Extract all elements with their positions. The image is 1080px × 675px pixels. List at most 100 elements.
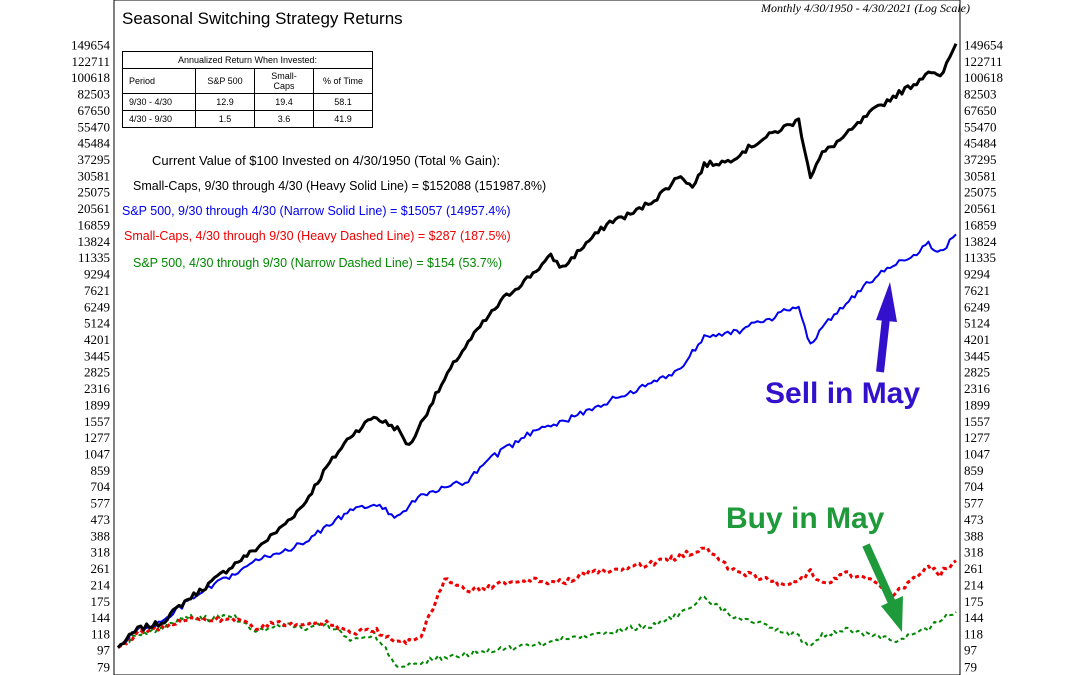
series-small-caps-summer-line (117, 546, 957, 649)
buy-arrow-shaft (862, 543, 897, 607)
y-tick-label-right: 1047 (964, 447, 991, 462)
y-tick-label-right: 4201 (964, 332, 990, 347)
y-tick-label-left: 1557 (84, 414, 111, 429)
y-tick-label-right: 175 (964, 594, 984, 609)
summary-heading: Current Value of $100 Invested on 4/30/1… (152, 153, 500, 168)
y-tick-label-right: 122711 (964, 54, 1003, 69)
y-tick-label-right: 79 (964, 660, 977, 675)
sell-in-may-annotation: Sell in May (765, 282, 920, 410)
y-tick-label-left: 82503 (78, 87, 111, 102)
chart-subtitle: Monthly 4/30/1950 - 4/30/2021 (Log Scale… (761, 1, 970, 15)
y-tick-label-right: 118 (964, 626, 983, 641)
y-tick-label-right: 577 (964, 496, 984, 511)
y-tick-label-right: 859 (964, 463, 984, 478)
series-sp500-winter-line (117, 233, 957, 649)
y-tick-label-left: 149654 (71, 38, 111, 53)
y-tick-label-left: 16859 (78, 217, 111, 232)
y-tick-label-left: 2825 (84, 365, 110, 380)
table-caption: Annualized Return When Invested: (122, 51, 373, 69)
y-tick-label-right: 3445 (964, 348, 990, 363)
sell-in-may-label: Sell in May (765, 377, 920, 410)
y-tick-label-left: 3445 (84, 348, 110, 363)
table-cell: 9/30 - 4/30 (122, 93, 196, 111)
table-row: 9/30 - 4/30 12.9 19.4 58.1 (122, 93, 373, 111)
y-tick-label-left: 30581 (78, 168, 111, 183)
buy-arrow-head (881, 596, 903, 632)
y-tick-label-right: 388 (964, 528, 984, 543)
y-tick-label-right: 1277 (964, 430, 991, 445)
y-tick-label-right: 2316 (964, 381, 991, 396)
y-tick-label-left: 7621 (84, 283, 110, 298)
y-tick-label-left: 2316 (84, 381, 111, 396)
table-cell: 4/30 - 9/30 (122, 110, 196, 128)
y-tick-label-right: 149654 (964, 38, 1004, 53)
table-header-small-caps: Small-Caps (254, 68, 314, 94)
annualized-return-table: Annualized Return When Invested: Period … (122, 51, 373, 128)
y-tick-label-right: 97 (964, 643, 978, 658)
sell-arrow-shaft (876, 317, 890, 373)
y-tick-label-left: 704 (91, 479, 111, 494)
table-cell: 58.1 (313, 93, 373, 111)
y-tick-label-right: 473 (964, 512, 984, 527)
y-tick-label-right: 318 (964, 545, 984, 560)
y-tick-label-left: 67650 (78, 103, 111, 118)
y-tick-label-left: 175 (91, 594, 111, 609)
y-tick-label-left: 473 (91, 512, 111, 527)
y-tick-label-left: 9294 (84, 267, 111, 282)
y-tick-label-right: 9294 (964, 267, 991, 282)
y-tick-label-right: 37295 (964, 152, 997, 167)
y-tick-label-left: 55470 (78, 119, 111, 134)
sell-arrow-head (876, 282, 897, 322)
y-tick-label-right: 1899 (964, 397, 990, 412)
table-header-row: Period S&P 500 Small-Caps % of Time (122, 68, 373, 94)
chart-title: Seasonal Switching Strategy Returns (122, 9, 403, 28)
y-tick-label-right: 144 (964, 610, 984, 625)
y-tick-label-right: 7621 (964, 283, 990, 298)
table-cell: 19.4 (254, 93, 314, 111)
series-layer (116, 43, 958, 669)
y-tick-label-left: 13824 (78, 234, 111, 249)
table-header-pct-time: % of Time (313, 68, 373, 94)
plot-frame (113, 0, 961, 675)
y-tick-label-right: 5124 (964, 316, 991, 331)
table-cell: 12.9 (195, 93, 255, 111)
y-tick-label-left: 37295 (78, 152, 111, 167)
summary-line-small-caps-summer: Small-Caps, 4/30 through 9/30 (Heavy Das… (124, 229, 511, 243)
table-cell: 1.5 (195, 110, 255, 128)
y-tick-label-left: 4201 (84, 332, 110, 347)
y-tick-label-left: 1047 (84, 447, 111, 462)
y-tick-label-left: 144 (91, 610, 111, 625)
summary-line-sp500-summer: S&P 500, 4/30 through 9/30 (Narrow Dashe… (133, 256, 502, 270)
buy-in-may-label: Buy in May (726, 502, 885, 535)
table-header-sp500: S&P 500 (195, 68, 255, 94)
y-tick-label-left: 122711 (71, 54, 110, 69)
summary-line-sp500-winter: S&P 500, 9/30 through 4/30 (Narrow Solid… (122, 204, 511, 218)
y-tick-label-left: 318 (91, 545, 111, 560)
y-tick-label-right: 30581 (964, 168, 997, 183)
table-row: 4/30 - 9/30 1.5 3.6 41.9 (122, 110, 373, 128)
y-tick-label-right: 16859 (964, 217, 997, 232)
y-tick-label-left: 261 (91, 561, 111, 576)
y-tick-label-left: 5124 (84, 316, 111, 331)
y-tick-label-right: 20561 (964, 201, 997, 216)
y-tick-label-left: 11335 (78, 250, 110, 265)
y-tick-label-left: 388 (91, 528, 111, 543)
y-tick-label-left: 45484 (78, 136, 111, 151)
y-tick-label-left: 577 (91, 496, 111, 511)
y-tick-label-left: 6249 (84, 299, 110, 314)
y-tick-label-right: 13824 (964, 234, 997, 249)
y-tick-label-left: 97 (97, 643, 111, 658)
y-tick-label-right: 2825 (964, 365, 990, 380)
y-tick-label-left: 118 (91, 626, 110, 641)
buy-in-may-annotation: Buy in May (726, 502, 903, 632)
y-tick-label-left: 79 (97, 660, 110, 675)
summary-line-small-caps-winter: Small-Caps, 9/30 through 4/30 (Heavy Sol… (133, 179, 546, 193)
y-tick-label-right: 261 (964, 561, 984, 576)
y-tick-label-right: 100618 (964, 70, 1003, 85)
y-tick-label-right: 82503 (964, 87, 997, 102)
y-tick-label-right: 214 (964, 577, 984, 592)
y-tick-label-right: 704 (964, 479, 984, 494)
y-tick-label-left: 20561 (78, 201, 111, 216)
